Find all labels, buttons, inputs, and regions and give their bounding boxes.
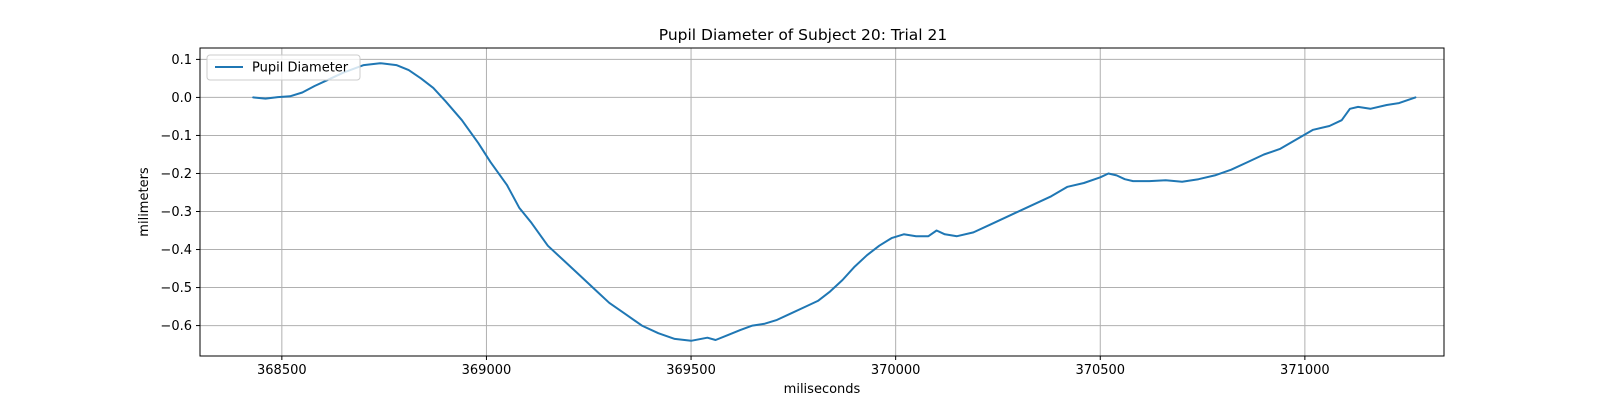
y-tick-label: −0.4	[160, 243, 192, 258]
x-tick-label: 370000	[871, 363, 921, 378]
x-tick-label: 371000	[1280, 363, 1330, 378]
x-tick-label: 369500	[666, 363, 716, 378]
y-axis-title: milimeters	[137, 167, 152, 237]
legend-box	[206, 54, 361, 81]
x-tick-label: 369000	[462, 363, 512, 378]
y-tick-label: 0.0	[171, 91, 192, 106]
y-tick-label: −0.6	[160, 319, 192, 334]
x-axis-title: miliseconds	[784, 382, 861, 397]
y-tick-label: −0.5	[160, 281, 192, 296]
series-line-pupil-diameter	[252, 62, 1417, 342]
y-tick-label: 0.1	[171, 53, 192, 68]
x-tick-label: 370500	[1075, 363, 1125, 378]
grid	[200, 48, 1444, 356]
chart-title: Pupil Diameter of Subject 20: Trial 21	[659, 26, 948, 44]
x-tick-label: 368500	[257, 363, 307, 378]
legend: Pupil Diameter	[206, 54, 361, 81]
y-tick-label: −0.2	[160, 167, 192, 182]
tick-layer: 368500 369000 369500 370000 370500 371000 0.1 0…	[160, 53, 1329, 378]
series-layer	[252, 62, 1417, 342]
y-tick-label: −0.1	[160, 129, 192, 144]
plot-frame	[199, 47, 1445, 357]
legend-label: Pupil Diameter	[252, 61, 349, 76]
y-tick-label: −0.3	[160, 205, 192, 220]
